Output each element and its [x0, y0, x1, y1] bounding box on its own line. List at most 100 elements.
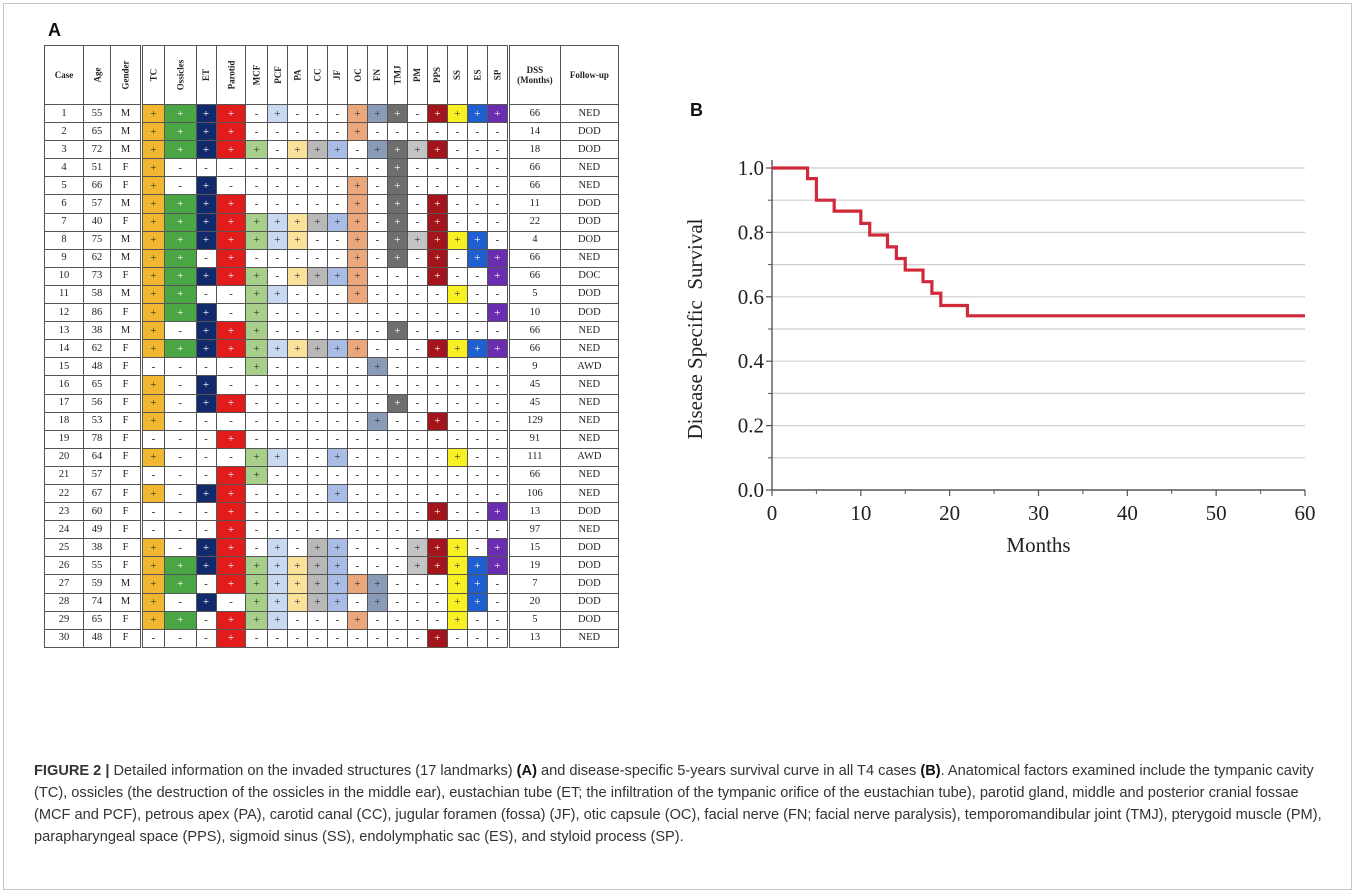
landmark-cell: -	[466, 212, 488, 232]
data-cell: DOC	[559, 266, 619, 286]
data-cell: 66	[506, 465, 561, 485]
data-cell: 106	[506, 483, 561, 504]
landmark-cell: +	[195, 592, 217, 612]
landmark-cell: -	[326, 357, 348, 377]
landmark-cell: +	[245, 574, 268, 594]
landmark-cell: -	[266, 176, 288, 196]
landmark-cell: -	[446, 465, 468, 485]
landmark-cell: -	[195, 610, 217, 630]
data-cell: 73	[83, 266, 111, 286]
landmark-cell: +	[140, 393, 165, 413]
table-row: 3 72 M + + + + + - + + + - + + + + - - -18 DOD	[44, 140, 619, 160]
landmark-cell: +	[386, 393, 408, 413]
landmark-cell: +	[426, 266, 448, 286]
data-cell: M	[110, 122, 142, 142]
data-cell: 13	[506, 502, 561, 522]
landmark-cell: -	[306, 447, 328, 467]
data-cell: DOD	[559, 610, 619, 630]
landmark-cell: +	[386, 321, 408, 341]
landmark-cell: -	[366, 122, 388, 142]
landmark-cell: -	[346, 158, 368, 178]
landmark-cell: +	[286, 230, 308, 250]
landmark-cell: -	[426, 592, 448, 612]
x-tick-label: 10	[850, 501, 871, 525]
landmark-cell: -	[245, 628, 268, 648]
landmark-cell: -	[406, 628, 428, 648]
landmark-cell: +	[140, 339, 165, 359]
data-cell: F	[110, 483, 142, 504]
data-cell: DOD	[559, 194, 619, 214]
data-cell: M	[110, 194, 142, 214]
landmark-cell: +	[215, 610, 247, 630]
landmark-cell: -	[286, 393, 308, 413]
data-cell: 38	[83, 321, 111, 341]
landmark-cell: +	[386, 103, 408, 124]
landmark-cell: -	[346, 483, 368, 504]
data-cell: NED	[559, 321, 619, 341]
landmark-cell: -	[245, 375, 268, 395]
landmark-cell: +	[245, 230, 268, 250]
data-cell: NED	[559, 158, 619, 178]
data-cell: 66	[83, 176, 111, 196]
data-cell: 48	[83, 628, 111, 648]
landmark-cell: -	[346, 140, 368, 160]
landmark-cell: +	[486, 303, 509, 323]
landmark-cell: -	[486, 592, 509, 612]
column-header: PM	[406, 45, 428, 105]
landmark-cell: -	[486, 158, 509, 178]
landmark-cell: -	[406, 248, 428, 268]
landmark-cell: -	[406, 447, 428, 467]
landmark-cell: -	[195, 284, 217, 305]
landmark-cell: -	[366, 447, 388, 467]
landmark-cell: +	[140, 194, 165, 214]
data-cell: AWD	[559, 357, 619, 377]
landmark-cell: +	[215, 248, 247, 268]
landmark-cell: -	[306, 103, 328, 124]
landmark-cell: +	[306, 140, 328, 160]
landmark-cell: +	[306, 339, 328, 359]
landmark-cell: -	[426, 520, 448, 540]
data-cell: F	[110, 411, 142, 431]
table-row: 19 78 F - - - + - - - - - - - - - - - - -91 NED	[44, 429, 619, 449]
landmark-cell: -	[286, 194, 308, 214]
landmark-cell: +	[466, 248, 488, 268]
landmark-cell: -	[386, 574, 408, 594]
landmark-cell: +	[446, 339, 468, 359]
landmark-cell: -	[195, 248, 217, 268]
landmark-cell: -	[306, 628, 328, 648]
landmark-cell: -	[140, 465, 165, 485]
landmark-cell: +	[426, 194, 448, 214]
landmark-cell: +	[306, 592, 328, 612]
landmark-cell: -	[466, 411, 488, 431]
landmark-cell: +	[245, 212, 268, 232]
landmark-cell: +	[326, 339, 348, 359]
figure-frame	[3, 3, 1352, 890]
data-cell: 65	[83, 375, 111, 395]
landmark-cell: -	[426, 574, 448, 594]
data-cell: 14	[506, 122, 561, 142]
data-cell: 55	[83, 556, 111, 576]
data-cell: F	[110, 447, 142, 467]
landmark-cell: -	[366, 321, 388, 341]
landmark-cell: -	[195, 574, 217, 594]
landmark-cell: +	[195, 538, 217, 558]
landmark-cell: -	[140, 502, 165, 522]
landmark-cell: -	[266, 520, 288, 540]
landmark-cell: +	[326, 140, 348, 160]
data-cell: 13	[506, 628, 561, 648]
landmark-cell: +	[486, 502, 509, 522]
caption-text-2: and disease-specific 5-years survival cu…	[536, 763, 921, 779]
landmark-cell: -	[466, 266, 488, 286]
landmark-cell: -	[386, 357, 408, 377]
landmark-cell: +	[386, 176, 408, 196]
data-cell: 15	[506, 538, 561, 558]
data-cell: 5	[44, 176, 84, 196]
landmark-cell: +	[346, 176, 368, 196]
landmark-cell: +	[215, 465, 247, 485]
panel-a-label: A	[48, 20, 61, 40]
data-cell: 15	[44, 357, 84, 377]
landmark-cell: +	[215, 502, 247, 522]
landmark-cell: -	[446, 248, 468, 268]
data-cell: AWD	[559, 447, 619, 467]
data-cell: NED	[559, 465, 619, 485]
